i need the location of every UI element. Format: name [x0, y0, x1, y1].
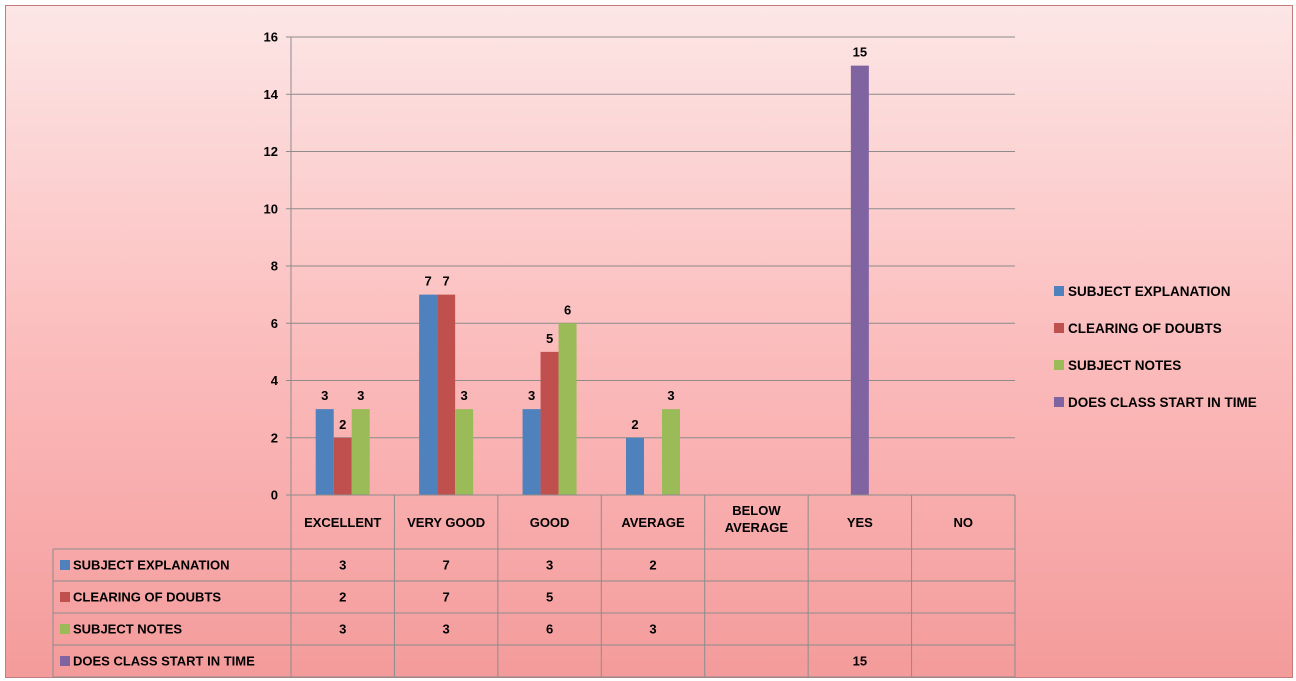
category-label: NO [954, 515, 974, 530]
bar [626, 437, 644, 495]
category-label: AVERAGE [621, 515, 685, 530]
bar [540, 351, 559, 495]
bar [351, 409, 370, 495]
category-label: YES [847, 515, 873, 530]
table-cell: 3 [649, 622, 656, 637]
row-legend-key [60, 592, 70, 602]
data-label: 3 [321, 388, 328, 403]
bar [419, 294, 438, 495]
table-cell: 3 [546, 558, 553, 573]
y-tick-label: 0 [271, 488, 278, 503]
row-label: DOES CLASS START IN TIME [73, 654, 255, 669]
legend-key [1054, 323, 1064, 333]
row-legend-key [60, 624, 70, 634]
y-tick-label: 12 [264, 144, 278, 159]
table-cell: 3 [339, 622, 346, 637]
data-label: 3 [357, 388, 364, 403]
table-cell: 7 [443, 558, 450, 573]
row-legend-key [60, 560, 70, 570]
data-label: 7 [425, 274, 432, 289]
bar [437, 294, 456, 495]
table-cell: 5 [546, 590, 553, 605]
legend-key [1054, 397, 1064, 407]
category-label: BELOW AVERAGE [725, 503, 789, 535]
legend-label: DOES CLASS START IN TIME [1068, 395, 1257, 410]
table-cell: 3 [443, 622, 450, 637]
y-tick-label: 2 [271, 430, 278, 445]
table-cell: 2 [339, 590, 346, 605]
legend-label: SUBJECT EXPLANATION [1068, 284, 1231, 299]
bar [558, 323, 577, 495]
table-cell: 7 [443, 590, 450, 605]
row-label: SUBJECT EXPLANATION [73, 558, 230, 573]
bar [522, 409, 541, 495]
y-tick-label: 14 [264, 87, 279, 102]
legend-key [1054, 360, 1064, 370]
table-cell: 3 [339, 558, 346, 573]
data-label: 3 [461, 388, 468, 403]
row-label: CLEARING OF DOUBTS [73, 590, 221, 605]
legend-label: SUBJECT NOTES [1068, 358, 1181, 373]
row-legend-key [60, 656, 70, 666]
category-label: VERY GOOD [407, 515, 485, 530]
data-label: 6 [564, 302, 571, 317]
bar [315, 409, 334, 495]
bar [850, 65, 869, 495]
table-cell: 15 [853, 654, 867, 669]
bar [455, 409, 474, 495]
data-label: 2 [631, 417, 638, 432]
y-tick-label: 8 [271, 259, 278, 274]
data-label: 2 [339, 417, 346, 432]
data-label: 7 [443, 274, 450, 289]
row-label: SUBJECT NOTES [73, 622, 182, 637]
y-tick-label: 16 [264, 30, 278, 45]
table-cell: 2 [649, 558, 656, 573]
y-tick-label: 4 [271, 373, 279, 388]
data-label: 15 [853, 45, 867, 60]
y-tick-label: 10 [264, 201, 278, 216]
table-cell: 6 [546, 622, 553, 637]
category-label: EXCELLENT [304, 515, 381, 530]
legend-label: CLEARING OF DOUBTS [1068, 321, 1222, 336]
chart-area [5, 5, 1293, 678]
data-label: 3 [528, 388, 535, 403]
data-label: 3 [667, 388, 674, 403]
data-label: 5 [546, 331, 553, 346]
bar [662, 409, 680, 495]
y-tick-label: 6 [271, 316, 278, 331]
legend-key [1054, 286, 1064, 296]
category-label: GOOD [530, 515, 570, 530]
bar [333, 437, 352, 495]
